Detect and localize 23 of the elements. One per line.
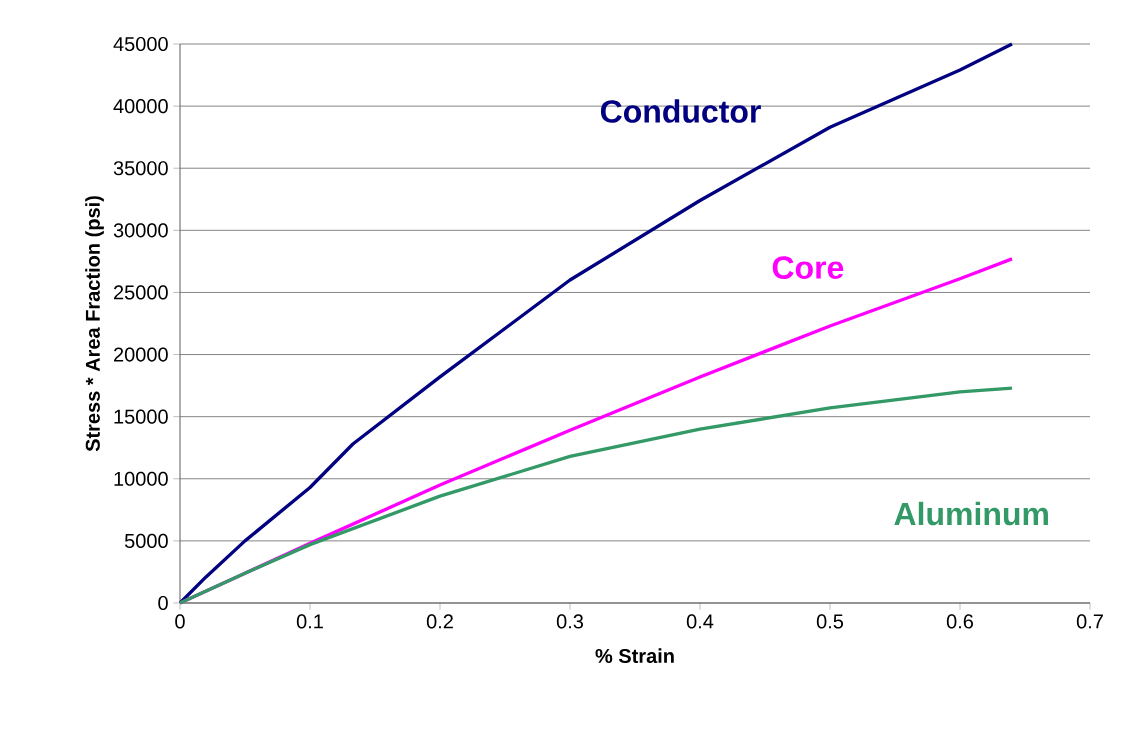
y-tick-label: 30000 [113,223,168,238]
y-tick-label: 45000 [113,36,168,52]
y-tick-label: 0 [158,595,168,611]
x-tick-label: 0.4 [686,614,714,629]
x-axis-title: % Strain [595,648,674,664]
x-tick-label: 0.3 [556,614,584,629]
y-tick-label: 5000 [124,533,168,548]
x-tick-label: 0.7 [1076,614,1103,629]
x-tick-label: 0.5 [816,614,844,629]
x-tick-label: 0.6 [946,614,974,629]
y-tick-label: 25000 [114,285,168,300]
x-tick-label: 0.2 [426,614,453,629]
y-tick-label: 15000 [114,409,168,424]
series-label: Conductor [600,99,761,123]
text: Aluminum [894,501,1048,526]
y-tick-label: 10000 [114,471,168,486]
y-tick-label: 35000 [113,161,168,176]
y-tick-label: 40000 [113,99,168,114]
y-tick-label: 20000 [114,347,168,362]
series-label: Core [772,256,844,279]
x-tick-label: 0 [175,614,185,629]
x-tick-label: 0.1 [296,614,323,629]
y-axis-title: Stress * Area Fraction (psi) [85,196,104,452]
